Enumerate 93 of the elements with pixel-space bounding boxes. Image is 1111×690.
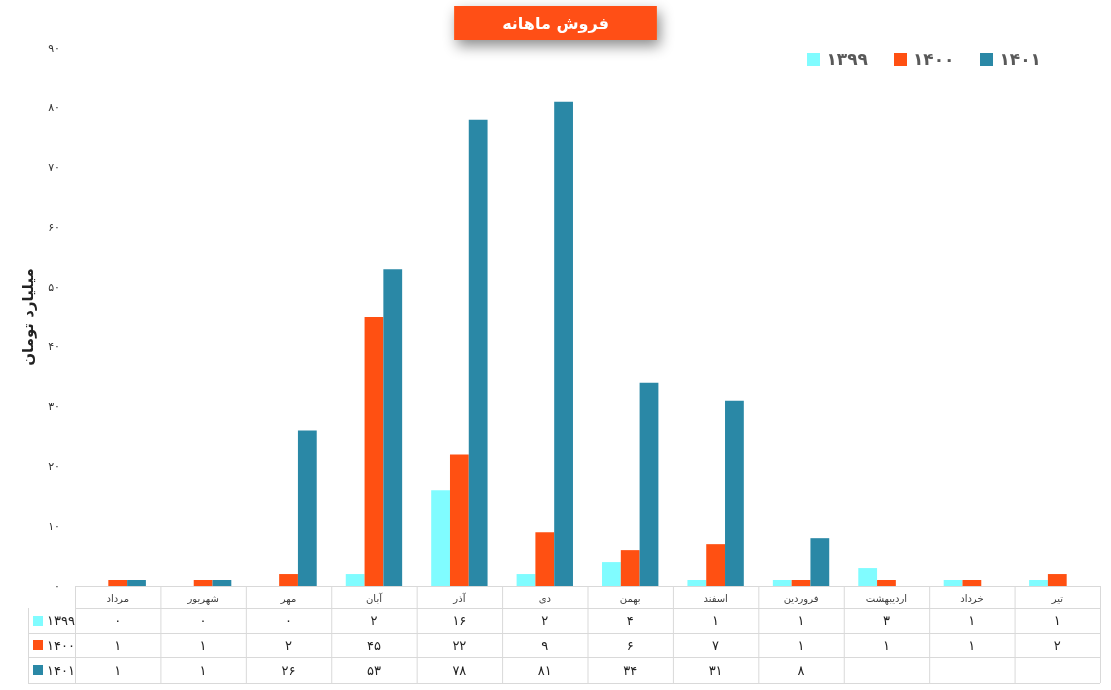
text: ۱۳۹۹	[47, 613, 75, 628]
data-label: ۱	[967, 612, 977, 630]
data-label: ۰	[113, 612, 123, 630]
bar	[810, 538, 830, 586]
bar	[943, 580, 963, 586]
bar	[791, 580, 811, 586]
data-label: ۲	[369, 612, 379, 630]
data-label: ۷۸	[451, 661, 468, 680]
data-label: ۲	[284, 636, 293, 655]
bar	[193, 580, 213, 586]
data-label: ۴۵	[365, 636, 382, 655]
bar	[431, 490, 450, 586]
y-tick-label: ۷۰	[48, 161, 60, 175]
data-label: ۱	[198, 636, 208, 655]
data-label: ۲۲	[451, 636, 468, 655]
data-label: ۴	[625, 612, 635, 630]
data-label: ۰	[284, 612, 293, 630]
data-label: ۵۳	[365, 661, 382, 680]
y-tick-label: ۴۰	[48, 340, 60, 354]
bar	[345, 574, 365, 586]
bar	[279, 574, 298, 586]
x-tick-label: دی	[538, 592, 551, 604]
data-label: ۱	[711, 612, 721, 630]
bar	[962, 580, 982, 586]
data-label: ۱	[198, 661, 208, 680]
bar	[858, 568, 878, 586]
bar	[516, 574, 536, 586]
x-tick-label: خرداد	[960, 592, 984, 604]
x-tick-label: آبان	[365, 591, 384, 604]
data-label: ۱	[796, 636, 806, 655]
text: ۱۴۰۰	[47, 637, 75, 653]
chart-title: فروش ماهانه	[502, 13, 609, 33]
bar	[687, 580, 707, 586]
bar	[1029, 580, 1048, 586]
bar	[364, 317, 384, 586]
legend-label: ۱۴۰۰	[912, 49, 955, 69]
y-tick-label: ۸۰	[48, 101, 60, 115]
data-label: ۱	[967, 636, 977, 655]
data-label: ۷	[711, 636, 721, 655]
data-label: ۳	[881, 612, 891, 630]
data-label: ۱۶	[451, 612, 468, 630]
bar	[877, 580, 896, 586]
y-tick-label: ۶۰	[48, 220, 60, 234]
data-label: ۲۶	[280, 661, 297, 680]
y-axis-title: میلیارد تومان	[18, 268, 37, 366]
x-tick-label: مهر	[279, 592, 297, 605]
bar	[602, 562, 621, 586]
bar	[127, 580, 146, 586]
bar	[706, 544, 726, 586]
bar	[620, 550, 640, 586]
data-label: ۳۱	[707, 661, 724, 680]
data-label: ۲	[1052, 636, 1062, 655]
bar	[1047, 574, 1067, 586]
data-label: ۱	[113, 636, 123, 655]
bar	[639, 382, 659, 586]
data-label: ۱	[1052, 612, 1062, 630]
bar	[449, 454, 469, 586]
data-label: ۱	[796, 612, 806, 630]
x-tick-label: فروردین	[783, 592, 819, 605]
bar	[535, 532, 555, 586]
legend-label: ۱۳۹۹	[826, 49, 868, 69]
data-label: ۸	[796, 661, 806, 680]
x-tick-label: آذر	[452, 591, 467, 604]
text: ۱۴۰۱	[47, 662, 75, 678]
bar	[108, 580, 128, 586]
x-tick-label: اسفند	[703, 592, 728, 604]
bar	[554, 101, 573, 586]
y-tick-label: ۲۰	[48, 459, 60, 473]
data-label: ۱	[881, 636, 891, 655]
bar	[297, 430, 317, 586]
bar	[383, 269, 403, 586]
bar	[212, 580, 232, 586]
y-tick-label: ۵۰	[48, 280, 60, 294]
y-tick-label: ۳۰	[48, 400, 60, 414]
bar	[725, 400, 744, 586]
data-label: ۱	[113, 661, 123, 680]
bar	[772, 580, 792, 586]
data-label: ۲	[540, 612, 550, 630]
data-label: ۰	[198, 612, 208, 630]
y-tick-label: ۰	[54, 579, 60, 593]
data-label: ۳۴	[622, 661, 639, 680]
legend-label: ۱۴۰۱	[999, 49, 1041, 69]
x-tick-label: مرداد	[106, 592, 129, 604]
data-label: ۶	[625, 636, 635, 655]
y-tick-label: ۹۰	[48, 41, 60, 55]
x-tick-label: شهریور	[186, 592, 219, 605]
x-tick-label: تیر	[1050, 592, 1064, 604]
bar	[468, 119, 488, 586]
x-tick-label: اردیبهشت	[865, 592, 908, 605]
y-tick-label: ۱۰	[48, 519, 60, 533]
data-label: ۸۱	[536, 661, 553, 680]
data-label: ۹	[540, 636, 550, 655]
x-tick-label: بهمن	[619, 592, 641, 605]
